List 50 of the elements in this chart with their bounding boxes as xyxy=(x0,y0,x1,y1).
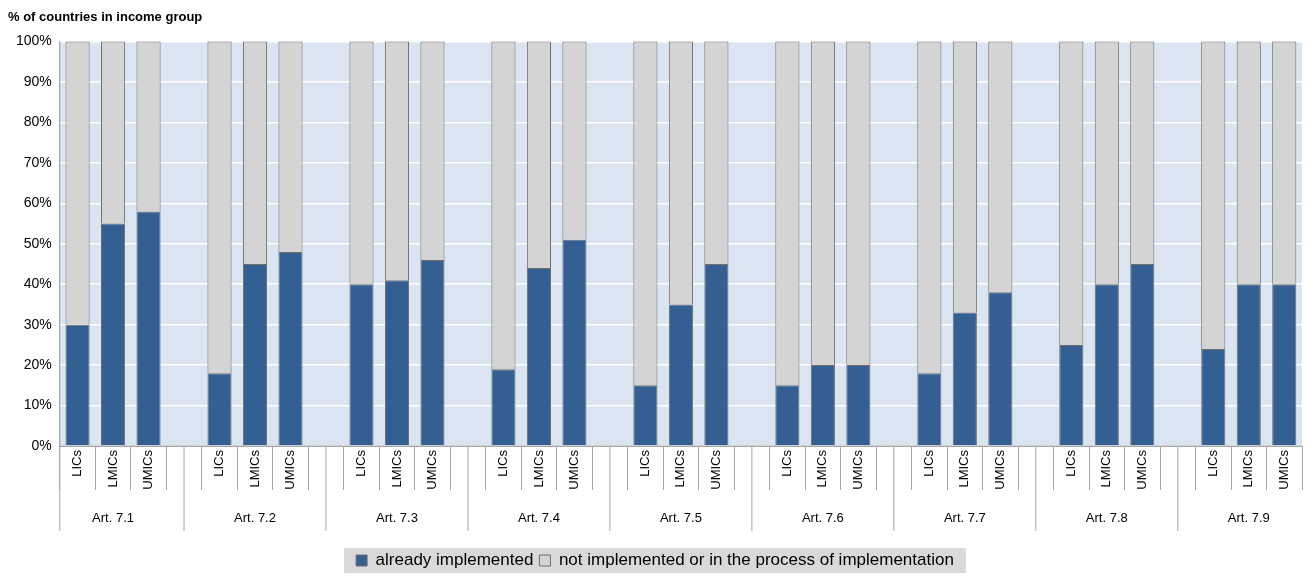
y-tick-label: 40% xyxy=(23,275,52,292)
x-tick-label: LICs xyxy=(495,449,511,477)
x-tick-label: LICs xyxy=(1062,449,1078,477)
text: Art. 7.7 xyxy=(943,509,986,525)
x-tick-label: LMICs xyxy=(672,449,688,488)
y-tick-label: 80% xyxy=(23,113,52,130)
x-tick-label: UMICs xyxy=(991,449,1007,490)
x-tick-label: LICs xyxy=(636,449,652,477)
x-tick-label: UMICs xyxy=(140,449,156,490)
x-tick-label: UMICs xyxy=(424,449,440,490)
x-tick-label: LMICs xyxy=(956,449,972,488)
y-tick-label: 60% xyxy=(23,194,52,211)
x-tick-label: LMICs xyxy=(814,449,830,488)
x-tick-label: LICs xyxy=(211,449,227,477)
x-tick-label: LMICs xyxy=(1240,449,1256,488)
text: Art. 7.5 xyxy=(659,509,702,525)
text: Art. 7.3 xyxy=(376,509,418,525)
x-tick-label: UMICs xyxy=(849,449,865,490)
y-tick-label: 0% xyxy=(31,436,52,453)
y-tick-label: 90% xyxy=(23,72,52,89)
x-tick-label: UMICs xyxy=(707,449,723,490)
text: Art. 7.9 xyxy=(1227,509,1270,525)
y-tick-label: 10% xyxy=(23,396,52,413)
x-tick-label: LMICs xyxy=(388,449,404,488)
x-tick-label: UMICs xyxy=(1275,449,1291,490)
text: Art. 7.4 xyxy=(517,509,560,525)
x-tick-label: LMICs xyxy=(1098,449,1114,488)
text: Art. 7.8 xyxy=(1085,509,1128,525)
text: Art. 7.2 xyxy=(234,509,276,525)
chart-title: % of countries in income group xyxy=(8,9,203,25)
x-tick-label: LICs xyxy=(920,449,936,477)
y-tick-label: 100% xyxy=(15,32,52,49)
x-tick-label: LMICs xyxy=(246,449,262,488)
text: Art. 7.1 xyxy=(92,509,134,525)
legend-label: already implemented xyxy=(375,550,534,570)
y-tick-label: 30% xyxy=(23,315,52,332)
legend-label: not implemented or in the process of implementation xyxy=(558,550,954,570)
x-tick-label: LICs xyxy=(778,449,794,477)
x-tick-label: UMICs xyxy=(566,449,582,490)
x-tick-label: LICs xyxy=(69,449,85,477)
y-tick-label: 20% xyxy=(23,355,52,372)
x-tick-label: UMICs xyxy=(1133,449,1149,490)
x-tick-label: LICs xyxy=(353,449,369,477)
x-tick-label: LICs xyxy=(1204,449,1220,477)
x-tick-label: LMICs xyxy=(530,449,546,488)
x-tick-label: UMICs xyxy=(282,449,298,490)
text: Art. 7.6 xyxy=(801,509,844,525)
y-tick-label: 70% xyxy=(23,153,52,170)
y-tick-label: 50% xyxy=(23,234,52,251)
x-tick-label: LMICs xyxy=(104,449,120,488)
